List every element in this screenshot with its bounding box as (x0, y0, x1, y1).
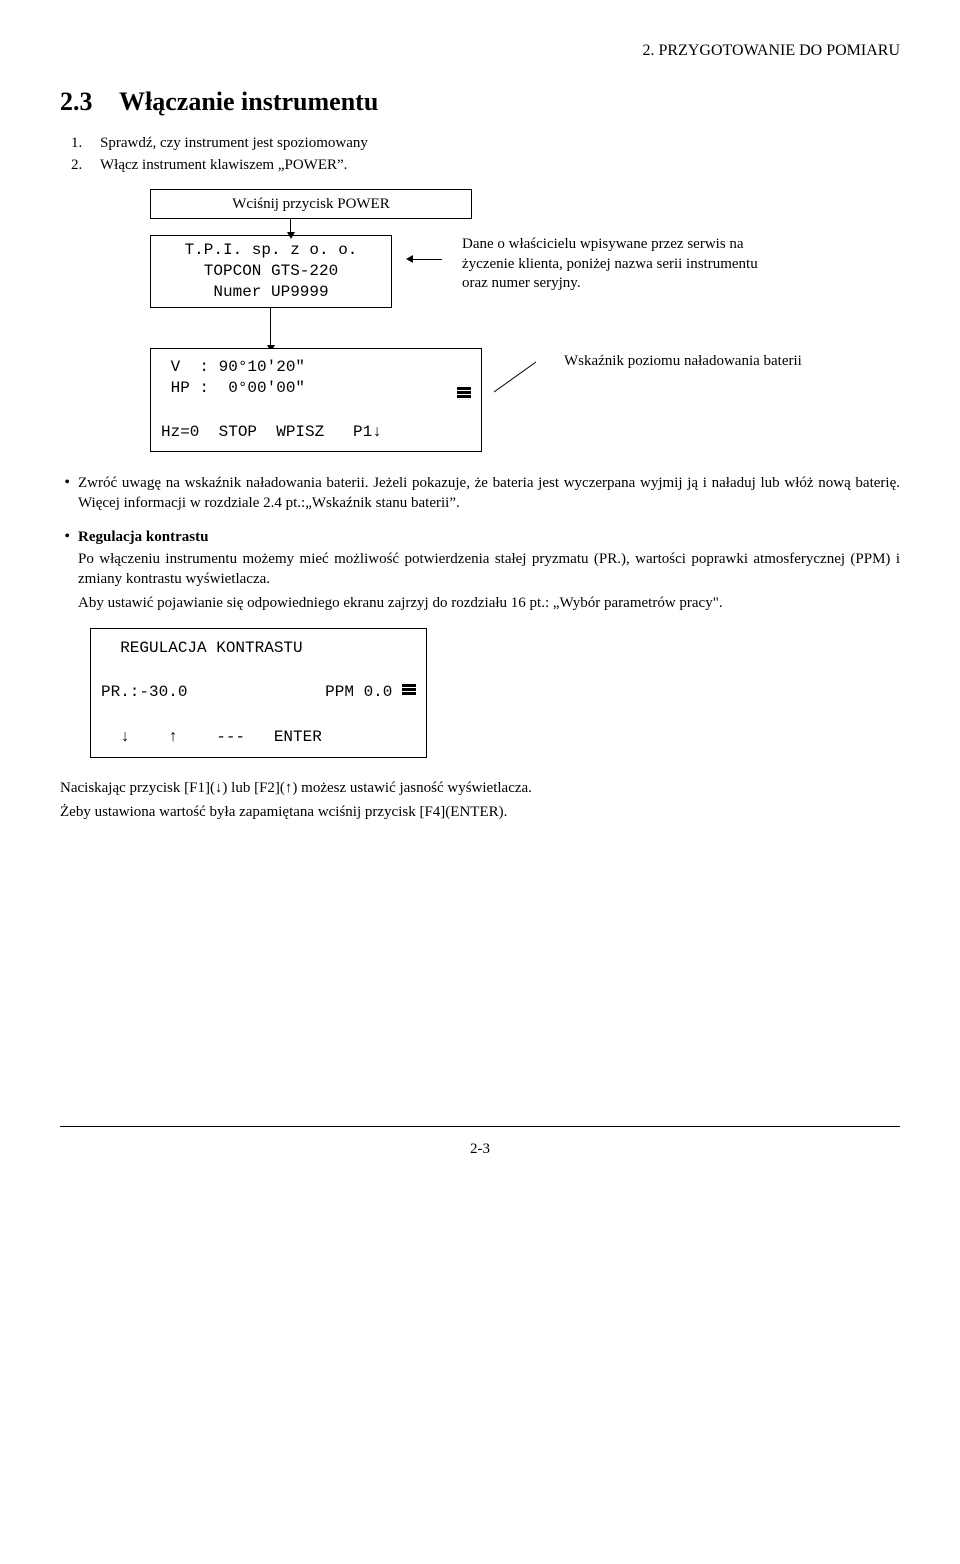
bullet-item: Zwróć uwagę na wskaźnik naładowania bate… (78, 472, 900, 514)
footer-paragraph: Żeby ustawiona wartość była zapamiętana … (60, 802, 900, 822)
contrast-line: REGULACJA KONTRASTU (101, 639, 303, 657)
contrast-pr: PR.:-30.0 (101, 681, 187, 703)
bullet-text: Zwróć uwagę na wskaźnik naładowania bate… (78, 473, 900, 514)
connector-line (412, 259, 442, 268)
display-line: Hz=0 STOP WPISZ P1↓ (161, 423, 382, 441)
bullet-list: Zwróć uwagę na wskaźnik naładowania bate… (60, 472, 900, 614)
contrast-ppm: PPM 0.0 (325, 683, 392, 701)
arrow-down-icon (270, 308, 900, 348)
battery-icon (402, 683, 416, 696)
instruction-item: Włącz instrument klawiszem „POWER”. (86, 155, 900, 175)
splash-line: Numer UP9999 (161, 282, 381, 303)
splash-annotation: Dane o właścicielu wpisywane przez serwi… (462, 235, 762, 294)
section-heading: Włączanie instrumentu (119, 87, 378, 116)
section-number: 2.3 (60, 87, 93, 116)
battery-annotation: Wskaźnik poziomu naładowania baterii (564, 352, 802, 372)
splash-line: TOPCON GTS-220 (161, 261, 381, 282)
instruction-item: Sprawdź, czy instrument jest spoziomowan… (86, 133, 900, 153)
page-number: 2-3 (60, 1139, 900, 1159)
display-line: V : 90°10'20" (161, 358, 305, 376)
page-header-chapter: 2. PRZYGOTOWANIE DO POMIARU (60, 40, 900, 62)
bullet-paragraph: Aby ustawić pojawianie się odpowiedniego… (78, 593, 900, 613)
splash-row: T.P.I. sp. z o. o. TOPCON GTS-220 Numer … (150, 235, 900, 307)
section-title: 2.3 Włączanie instrumentu (60, 84, 900, 119)
splash-line: T.P.I. sp. z o. o. (161, 240, 381, 261)
bullet-paragraph: Po włączeniu instrumentu możemy mieć moż… (78, 549, 900, 590)
display-row: V : 90°10'20" HP : 0°00'00" Hz=0 STOP WP… (150, 348, 900, 452)
page-rule (60, 1126, 900, 1127)
bullet-item: Regulacja kontrastu Po włączeniu instrum… (78, 526, 900, 614)
footer-paragraph: Naciskając przycisk [F1](↓) lub [F2](↑) … (60, 778, 900, 798)
instruction-list: Sprawdź, czy instrument jest spoziomowan… (60, 133, 900, 176)
measurement-display: V : 90°10'20" HP : 0°00'00" Hz=0 STOP WP… (150, 348, 482, 452)
flow-diagram: Wciśnij przycisk POWER T.P.I. sp. z o. o… (60, 189, 900, 462)
arrow-down-icon (290, 219, 900, 235)
contrast-line: ↓ ↑ --- ENTER (101, 728, 322, 746)
bullet-subtitle: Regulacja kontrastu (78, 527, 900, 547)
display-line: HP : 0°00'00" (161, 379, 305, 397)
connector-line (494, 358, 544, 418)
battery-icon (457, 385, 471, 407)
power-box: Wciśnij przycisk POWER (150, 189, 472, 219)
splash-box: T.P.I. sp. z o. o. TOPCON GTS-220 Numer … (150, 235, 392, 307)
contrast-display: REGULACJA KONTRASTU PR.:-30.0 PPM 0.0 ↓ ↑… (90, 628, 427, 758)
